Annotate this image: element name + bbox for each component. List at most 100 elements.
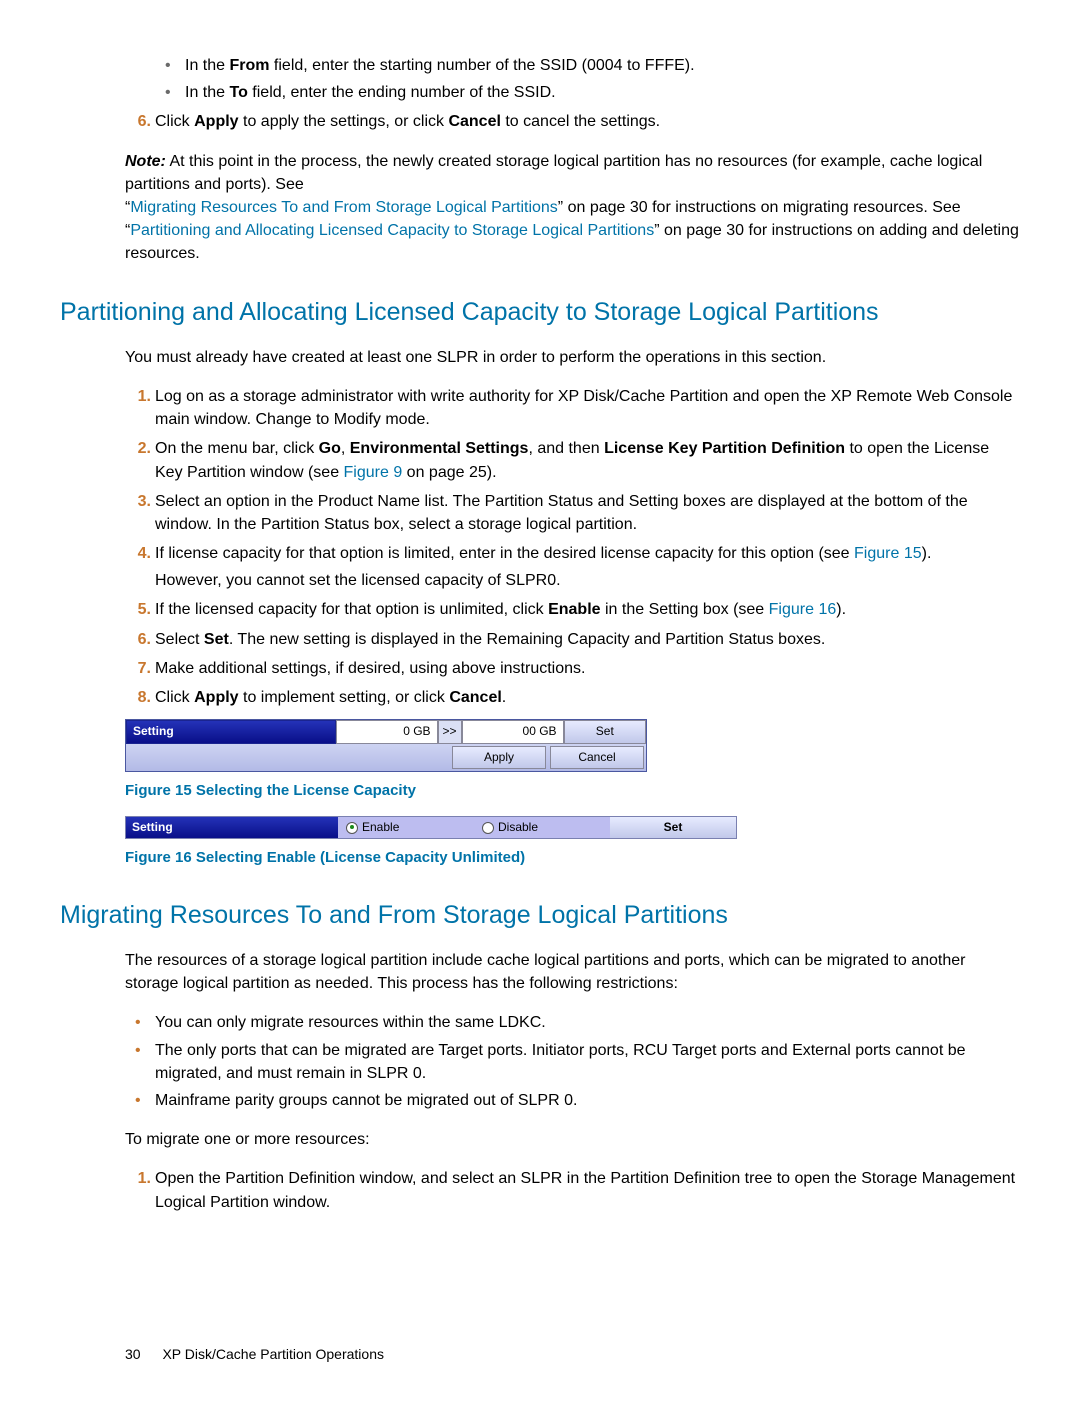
section1-steps: 1.Log on as a storage administrator with… bbox=[60, 385, 1020, 709]
fig15-set-button[interactable]: Set bbox=[564, 720, 646, 743]
section2-restrictions: You can only migrate resources within th… bbox=[60, 1011, 1020, 1112]
section2-heading: Migrating Resources To and From Storage … bbox=[60, 897, 1020, 933]
text: If license capacity for that option is l… bbox=[155, 545, 854, 562]
text: Open the Partition Definition window, an… bbox=[155, 1170, 1015, 1210]
text: On the menu bar, click bbox=[155, 440, 319, 457]
section2-steps: 1.Open the Partition Definition window, … bbox=[60, 1167, 1020, 1213]
text: Enable bbox=[362, 820, 399, 834]
enable-bold: Enable bbox=[548, 601, 600, 618]
text: In the bbox=[185, 57, 229, 74]
env-bold: Environmental Settings bbox=[350, 440, 529, 457]
text: . bbox=[502, 689, 506, 706]
s2-step1: 1.Open the Partition Definition window, … bbox=[125, 1167, 1020, 1213]
fig16-set-button[interactable]: Set bbox=[610, 817, 736, 838]
text: In the bbox=[185, 84, 229, 101]
restriction-3: Mainframe parity groups cannot be migrat… bbox=[125, 1089, 1020, 1112]
s1-step4: 4. If license capacity for that option i… bbox=[125, 542, 1020, 592]
fig15-cancel-button[interactable]: Cancel bbox=[550, 746, 644, 769]
link-figure15[interactable]: Figure 15 bbox=[854, 545, 922, 562]
to-bold: To bbox=[229, 84, 247, 101]
fig16-disable-radio[interactable]: Disable bbox=[474, 817, 610, 838]
fig16-setting-label: Setting bbox=[126, 817, 338, 838]
s1-step2: 2. On the menu bar, click Go, Environmen… bbox=[125, 437, 1020, 483]
page-number: 30 bbox=[125, 1346, 141, 1362]
cancel-bold: Cancel bbox=[449, 689, 501, 706]
bullet-to: In the To field, enter the ending number… bbox=[155, 81, 1020, 104]
text: , and then bbox=[528, 440, 604, 457]
step-number: 1. bbox=[125, 1167, 151, 1190]
link-figure16[interactable]: Figure 16 bbox=[769, 601, 837, 618]
text: field, enter the ending number of the SS… bbox=[248, 84, 556, 101]
text: Click bbox=[155, 689, 194, 706]
text: , bbox=[341, 440, 350, 457]
text: Disable bbox=[498, 820, 538, 834]
s1-step7: 7.Make additional settings, if desired, … bbox=[125, 657, 1020, 680]
fig15-gb-value: 00 GB bbox=[462, 720, 564, 743]
section2-lead: To migrate one or more resources: bbox=[125, 1128, 1020, 1151]
text: Select an option in the Product Name lis… bbox=[155, 493, 968, 533]
s1-step6: 6. Select Set. The new setting is displa… bbox=[125, 628, 1020, 651]
s1-step3: 3.Select an option in the Product Name l… bbox=[125, 490, 1020, 536]
from-bold: From bbox=[229, 57, 269, 74]
section1-intro: You must already have created at least o… bbox=[125, 346, 1020, 369]
fig16-enable-radio[interactable]: Enable bbox=[338, 817, 474, 838]
lkpd-bold: License Key Partition Definition bbox=[604, 440, 845, 457]
go-bold: Go bbox=[319, 440, 341, 457]
text: in the Setting box (see bbox=[601, 601, 769, 618]
page-footer: 30 XP Disk/Cache Partition Operations bbox=[125, 1344, 1020, 1364]
s1-step8: 8. Click Apply to implement setting, or … bbox=[125, 686, 1020, 709]
text: to implement setting, or click bbox=[239, 689, 450, 706]
figure-16-caption: Figure 16 Selecting Enable (License Capa… bbox=[125, 847, 1020, 869]
text: to cancel the settings. bbox=[501, 113, 660, 130]
link-figure9[interactable]: Figure 9 bbox=[344, 464, 403, 481]
link-partitioning[interactable]: Partitioning and Allocating Licensed Cap… bbox=[130, 222, 654, 239]
restriction-2: The only ports that can be migrated are … bbox=[125, 1039, 1020, 1085]
bullet-from: In the From field, enter the starting nu… bbox=[155, 54, 1020, 77]
set-bold: Set bbox=[204, 631, 229, 648]
step-6: 6. Click Apply to apply the settings, or… bbox=[125, 110, 1020, 133]
s1-step5: 5. If the licensed capacity for that opt… bbox=[125, 598, 1020, 621]
apply-bold: Apply bbox=[194, 113, 238, 130]
ssid-sub-bullets: In the From field, enter the starting nu… bbox=[60, 54, 1020, 104]
footer-title: XP Disk/Cache Partition Operations bbox=[162, 1346, 384, 1362]
note-paragraph: Note: At this point in the process, the … bbox=[125, 150, 1020, 266]
text: on page 25). bbox=[402, 464, 496, 481]
cancel-bold: Cancel bbox=[448, 113, 500, 130]
step-number: 8. bbox=[125, 686, 151, 709]
text: At this point in the process, the newly … bbox=[125, 153, 982, 193]
fig15-gb-input[interactable]: 0 GB bbox=[336, 720, 438, 743]
text: Click bbox=[155, 113, 194, 130]
text: Make additional settings, if desired, us… bbox=[155, 660, 585, 677]
text: Log on as a storage administrator with w… bbox=[155, 388, 1012, 428]
fig15-arrows-icon[interactable]: >> bbox=[438, 720, 462, 743]
step-number: 2. bbox=[125, 437, 151, 460]
note-label: Note: bbox=[125, 153, 166, 170]
s1-step1: 1.Log on as a storage administrator with… bbox=[125, 385, 1020, 431]
step-number: 6. bbox=[125, 628, 151, 651]
apply-bold: Apply bbox=[194, 689, 238, 706]
radio-off-icon bbox=[482, 822, 494, 834]
figure-16-panel: Setting Enable Disable Set bbox=[125, 816, 737, 839]
link-migrating[interactable]: Migrating Resources To and From Storage … bbox=[130, 199, 557, 216]
text: If the licensed capacity for that option… bbox=[155, 601, 548, 618]
text: ). bbox=[836, 601, 846, 618]
step-number: 7. bbox=[125, 657, 151, 680]
figure-15-caption: Figure 15 Selecting the License Capacity bbox=[125, 780, 1020, 802]
step-number: 4. bbox=[125, 542, 151, 565]
figure-15-panel: Setting 0 GB >> 00 GB Set Apply Cancel bbox=[125, 719, 1020, 772]
section1-heading: Partitioning and Allocating Licensed Cap… bbox=[60, 294, 1020, 330]
step-number: 1. bbox=[125, 385, 151, 408]
fig15-setting-label: Setting bbox=[126, 720, 336, 743]
text: field, enter the starting number of the … bbox=[269, 57, 694, 74]
radio-on-icon bbox=[346, 822, 358, 834]
text: Select bbox=[155, 631, 204, 648]
restriction-1: You can only migrate resources within th… bbox=[125, 1011, 1020, 1034]
step-number: 5. bbox=[125, 598, 151, 621]
step-number: 6. bbox=[125, 110, 151, 133]
text: to apply the settings, or click bbox=[239, 113, 449, 130]
section2-intro: The resources of a storage logical parti… bbox=[125, 949, 1020, 995]
top-step-list: 6. Click Apply to apply the settings, or… bbox=[60, 110, 1020, 133]
text: ). bbox=[922, 545, 932, 562]
fig15-apply-button[interactable]: Apply bbox=[452, 746, 546, 769]
text: . The new setting is displayed in the Re… bbox=[229, 631, 825, 648]
